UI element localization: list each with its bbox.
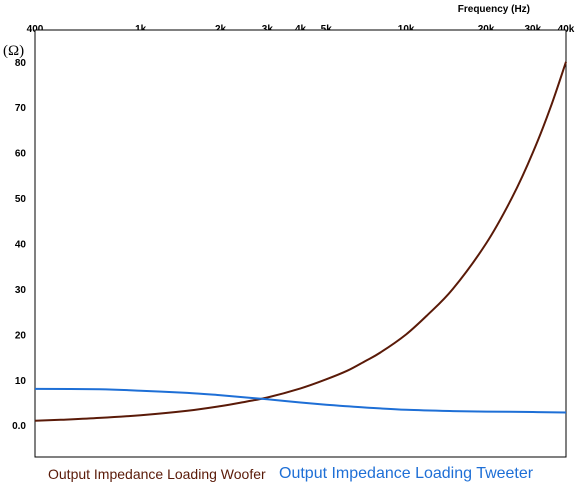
series-lines <box>34 61 567 422</box>
tweeter-impedance-line <box>34 387 567 414</box>
x-axis-title: Frequency (Hz) <box>458 4 530 15</box>
y-axis-unit-label: (Ω) <box>3 43 24 59</box>
y-tick-label: 10 <box>15 376 27 387</box>
y-tick-label: 70 <box>15 103 27 114</box>
plot-area <box>34 29 567 458</box>
legend-tweeter: Output Impedance Loading Tweeter <box>279 465 534 482</box>
y-tick-label: 50 <box>15 194 27 205</box>
y-tick-label: 40 <box>15 240 27 251</box>
y-tick-label: 20 <box>15 330 27 341</box>
woofer-impedance-line <box>34 61 567 422</box>
legend-woofer: Output Impedance Loading Woofer <box>48 466 266 482</box>
y-tick-label: 80 <box>15 58 27 69</box>
y-tick-label: 60 <box>15 149 27 160</box>
y-tick-label: 0.0 <box>12 421 26 432</box>
y-tick-label: 30 <box>15 285 27 296</box>
